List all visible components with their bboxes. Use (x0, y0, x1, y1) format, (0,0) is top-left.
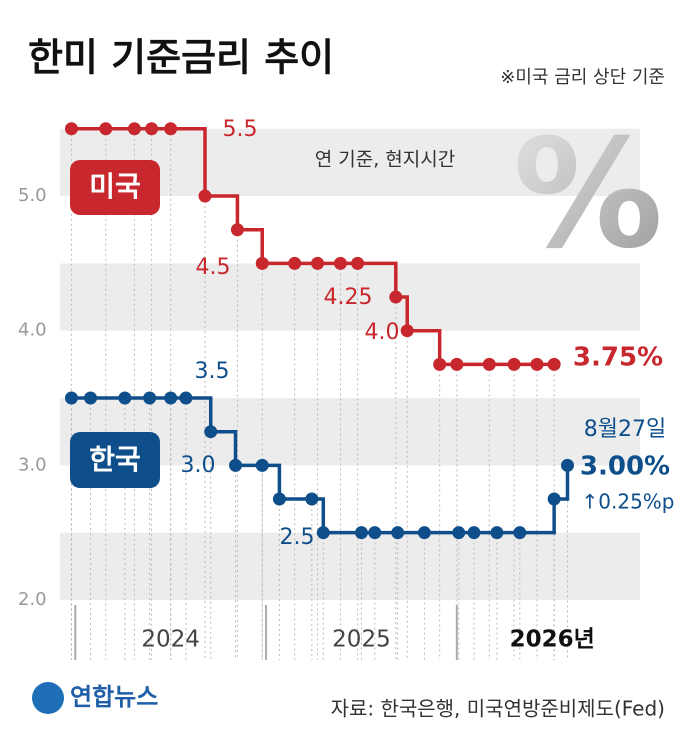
x-tick-label: 2026년 (510, 627, 595, 653)
us-badge (70, 160, 160, 215)
rate-point (351, 256, 365, 270)
source: 자료: 한국은행, 미국연방준비제도(Fed) (331, 697, 665, 721)
rate-point (64, 122, 78, 136)
rate-point (198, 189, 212, 203)
rate-point (467, 526, 481, 540)
grid-band (60, 532, 640, 600)
rate-point (513, 526, 527, 540)
annotation: 2.5 (280, 525, 315, 550)
series-label: 한국 (89, 443, 141, 476)
rate-point (561, 458, 574, 472)
rate-point (164, 122, 178, 136)
subtitle: 연 기준, 현지시간 (315, 149, 455, 171)
kr-badge (70, 432, 160, 488)
annotation: 4.25 (324, 285, 373, 310)
rate-point (255, 458, 269, 472)
rate-point (118, 391, 132, 405)
annotation: ↑0.25%p (582, 490, 675, 514)
rate-point (452, 526, 466, 540)
rate-point (507, 357, 521, 371)
rate-point (400, 324, 414, 338)
annotation: 3.0 (181, 453, 216, 478)
rate-point (127, 122, 141, 136)
rate-point (99, 122, 113, 136)
rate-point (450, 357, 464, 371)
annotation: 4.0 (365, 320, 400, 345)
rate-point (354, 526, 368, 540)
series-label: 미국 (89, 170, 141, 203)
rate-point (143, 391, 157, 405)
rate-point (368, 526, 382, 540)
rate-point (417, 526, 431, 540)
x-tick-label: 2024 (141, 627, 200, 653)
chart-title: 한미 기준금리 추이 (28, 36, 334, 80)
rate-point (547, 492, 561, 506)
rate-point (547, 357, 561, 371)
rate-point (433, 357, 447, 371)
rate-point (333, 256, 347, 270)
percent-decoration: % (513, 108, 663, 282)
y-tick-label: 3.0 (18, 454, 47, 475)
rate-point (272, 492, 286, 506)
rate-point (311, 256, 325, 270)
rate-point (482, 357, 496, 371)
annotation: 3.00% (580, 452, 670, 482)
logo: 연합뉴스 (70, 683, 158, 711)
rate-point (530, 357, 544, 371)
rate-point (179, 391, 193, 405)
note: ※미국 금리 상단 기준 (500, 67, 665, 88)
rate-point (305, 492, 319, 506)
rate-point (229, 458, 243, 472)
y-tick-label: 4.0 (18, 320, 47, 341)
rate-point (64, 391, 78, 405)
annotation: 3.75% (573, 343, 663, 373)
rate-point (288, 256, 302, 270)
rate-point (230, 223, 244, 237)
rate-point (164, 391, 178, 405)
annotation: 4.5 (196, 255, 231, 280)
rate-point (145, 122, 159, 136)
rate-point (316, 526, 330, 540)
annotation: 8월27일 (584, 417, 666, 442)
grid-band (60, 263, 640, 331)
rate-point (84, 391, 98, 405)
rate-point (391, 526, 405, 540)
annotation: 5.5 (223, 117, 258, 142)
rate-point (389, 290, 403, 304)
rate-point (255, 256, 269, 270)
annotation: 3.5 (195, 359, 230, 384)
logo-icon (32, 682, 64, 714)
x-tick-label: 2025 (332, 627, 391, 653)
y-tick-label: 2.0 (18, 589, 47, 610)
rate-point (490, 526, 504, 540)
rate-point (204, 425, 218, 439)
y-tick-label: 5.0 (18, 185, 47, 206)
